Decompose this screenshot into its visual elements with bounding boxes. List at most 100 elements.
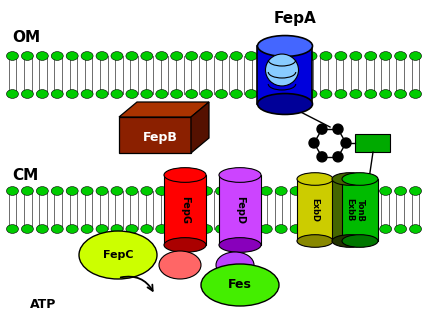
Ellipse shape: [305, 225, 317, 233]
Ellipse shape: [156, 225, 168, 233]
Ellipse shape: [332, 235, 368, 247]
Ellipse shape: [51, 90, 63, 99]
Ellipse shape: [380, 187, 392, 195]
Ellipse shape: [21, 187, 33, 195]
Circle shape: [341, 138, 351, 148]
Ellipse shape: [141, 225, 153, 233]
Ellipse shape: [332, 173, 368, 185]
Ellipse shape: [81, 90, 93, 99]
Ellipse shape: [290, 187, 302, 195]
Ellipse shape: [230, 187, 242, 195]
Ellipse shape: [36, 225, 48, 233]
Ellipse shape: [66, 225, 78, 233]
Text: CM: CM: [12, 168, 38, 183]
Ellipse shape: [111, 52, 123, 60]
Ellipse shape: [36, 187, 48, 195]
Circle shape: [309, 138, 319, 148]
Ellipse shape: [305, 90, 317, 99]
Ellipse shape: [36, 90, 48, 99]
Circle shape: [317, 152, 327, 162]
Polygon shape: [119, 102, 209, 117]
Ellipse shape: [260, 90, 272, 99]
Ellipse shape: [335, 225, 347, 233]
Ellipse shape: [96, 90, 108, 99]
Ellipse shape: [350, 90, 362, 99]
Ellipse shape: [305, 52, 317, 60]
Ellipse shape: [201, 90, 213, 99]
Text: ExbB: ExbB: [345, 198, 354, 222]
Ellipse shape: [201, 187, 213, 195]
Ellipse shape: [275, 225, 287, 233]
Ellipse shape: [66, 187, 78, 195]
Ellipse shape: [230, 225, 242, 233]
Ellipse shape: [126, 52, 138, 60]
Ellipse shape: [171, 187, 183, 195]
Text: FepB: FepB: [143, 132, 178, 144]
Ellipse shape: [320, 52, 332, 60]
Ellipse shape: [21, 52, 33, 60]
Ellipse shape: [230, 52, 242, 60]
Text: FepA: FepA: [273, 11, 316, 25]
Ellipse shape: [81, 187, 93, 195]
Ellipse shape: [395, 90, 407, 99]
Ellipse shape: [6, 187, 18, 195]
Ellipse shape: [260, 52, 272, 60]
Ellipse shape: [186, 225, 198, 233]
Ellipse shape: [201, 225, 213, 233]
Ellipse shape: [79, 231, 157, 279]
Ellipse shape: [21, 90, 33, 99]
Ellipse shape: [164, 238, 206, 252]
Ellipse shape: [201, 264, 279, 306]
Ellipse shape: [260, 225, 272, 233]
Ellipse shape: [219, 168, 261, 182]
Ellipse shape: [342, 235, 378, 247]
Bar: [297, 179, 333, 241]
Ellipse shape: [410, 187, 422, 195]
Bar: [219, 175, 261, 245]
Ellipse shape: [290, 52, 302, 60]
Ellipse shape: [395, 225, 407, 233]
Text: FepG: FepG: [180, 196, 190, 224]
Ellipse shape: [216, 252, 254, 278]
Bar: [5, 49, 423, 101]
Ellipse shape: [410, 90, 422, 99]
Ellipse shape: [51, 52, 63, 60]
Ellipse shape: [320, 225, 332, 233]
Ellipse shape: [111, 90, 123, 99]
Circle shape: [317, 124, 327, 134]
Ellipse shape: [219, 238, 261, 252]
Ellipse shape: [320, 187, 332, 195]
Ellipse shape: [380, 90, 392, 99]
Ellipse shape: [265, 54, 298, 86]
Ellipse shape: [258, 93, 312, 115]
Ellipse shape: [156, 52, 168, 60]
Ellipse shape: [320, 90, 332, 99]
Ellipse shape: [126, 225, 138, 233]
Ellipse shape: [186, 187, 198, 195]
Ellipse shape: [380, 52, 392, 60]
Bar: [258, 46, 312, 104]
Ellipse shape: [245, 225, 257, 233]
Ellipse shape: [365, 187, 377, 195]
Ellipse shape: [215, 225, 227, 233]
Ellipse shape: [141, 52, 153, 60]
Ellipse shape: [111, 225, 123, 233]
Ellipse shape: [159, 251, 201, 279]
Ellipse shape: [156, 187, 168, 195]
Ellipse shape: [111, 187, 123, 195]
Ellipse shape: [410, 52, 422, 60]
Ellipse shape: [215, 52, 227, 60]
Ellipse shape: [156, 90, 168, 99]
Bar: [119, 117, 191, 153]
Text: OM: OM: [12, 30, 40, 46]
Ellipse shape: [275, 90, 287, 99]
Circle shape: [333, 152, 343, 162]
Polygon shape: [191, 102, 209, 153]
Ellipse shape: [215, 90, 227, 99]
Ellipse shape: [275, 187, 287, 195]
Ellipse shape: [141, 187, 153, 195]
Bar: [5, 184, 423, 236]
Ellipse shape: [365, 90, 377, 99]
Ellipse shape: [410, 225, 422, 233]
Ellipse shape: [6, 225, 18, 233]
